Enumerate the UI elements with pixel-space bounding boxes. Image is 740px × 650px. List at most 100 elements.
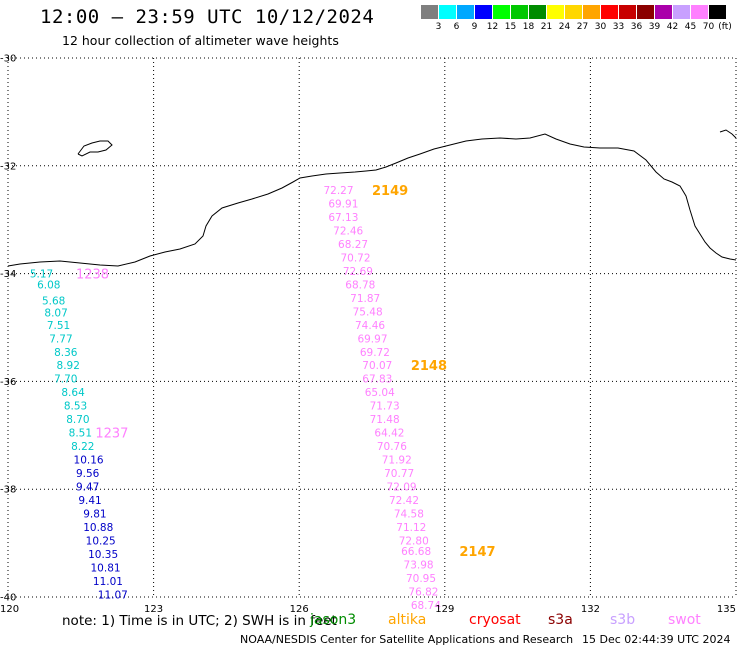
- wave-height-label: 9.56: [76, 468, 100, 480]
- wave-height-label: 75.48: [353, 306, 383, 318]
- wave-height-label: 71.12: [396, 522, 426, 534]
- wave-height-label: 76.82: [408, 587, 438, 599]
- satellite-legend-altika: altika: [388, 612, 427, 628]
- wave-height-label: 8.51: [69, 428, 92, 440]
- wave-height-label: 8.70: [66, 414, 89, 426]
- color-scale-label: 30: [594, 22, 607, 32]
- color-scale-unit: (ft): [718, 22, 732, 32]
- wave-height-label: 8.53: [64, 401, 87, 413]
- color-scale-label: 42: [666, 22, 679, 32]
- wave-height-label: 73.98: [404, 560, 434, 572]
- satellite-legend-s3a: s3a: [548, 612, 573, 628]
- grid-lines: [7, 57, 737, 598]
- wave-height-label: 71.92: [382, 455, 412, 467]
- coastline: [7, 129, 737, 267]
- wave-height-label: 70.72: [340, 252, 370, 264]
- wave-height-label: 10.25: [86, 535, 116, 547]
- wave-height-label: 8.36: [54, 347, 78, 359]
- y-tick-label: -32: [0, 161, 16, 172]
- wave-height-label: 5.17: [30, 269, 53, 281]
- y-tick-label: -36: [0, 377, 16, 388]
- pass-id-label: 1238: [76, 268, 109, 283]
- wave-height-label: 71.48: [370, 414, 400, 426]
- x-tick-label: 126: [290, 604, 309, 615]
- wave-height-label: 7.77: [49, 333, 72, 345]
- wave-height-label: 9.41: [78, 495, 101, 507]
- coastline-path: [7, 133, 737, 267]
- wave-height-label: 10.88: [83, 522, 113, 534]
- wave-height-observations: 5.176.08 5.688.077.517.77 8.368.92 7.708.64…: [30, 184, 496, 612]
- wave-height-label: 70.77: [384, 468, 414, 480]
- wave-height-label: 8.64: [61, 387, 85, 399]
- wave-height-label: 69.91: [328, 199, 358, 211]
- wave-height-label: 72.09: [387, 482, 417, 494]
- color-swatch: [511, 5, 528, 19]
- wave-height-label: 11.01: [93, 576, 123, 588]
- color-scale-label: 33: [612, 22, 625, 32]
- color-swatch: [691, 5, 708, 19]
- wave-height-label: 72.42: [389, 495, 419, 507]
- wave-height-label: 67.83: [362, 374, 392, 386]
- color-swatch: [673, 5, 690, 19]
- color-swatch: [457, 5, 474, 19]
- wave-height-label: 68.27: [338, 239, 368, 251]
- pass-id-label: 2148: [411, 359, 447, 374]
- coastline-bay: [77, 140, 113, 157]
- wave-height-label: 64.42: [374, 428, 404, 440]
- wave-height-label: 6.08: [37, 279, 60, 291]
- wave-height-label: 70.95: [406, 573, 436, 585]
- y-tick-label: -38: [0, 485, 16, 496]
- footer-timestamp: 15 Dec 02:44:39 UTC 2024: [582, 633, 731, 646]
- wave-height-label: 72.69: [343, 266, 373, 278]
- wave-height-label: 7.70: [54, 374, 77, 386]
- x-tick-label: 135: [717, 604, 736, 615]
- pass-id-label: 2149: [372, 184, 408, 199]
- color-swatch: [601, 5, 618, 19]
- coastline-east: [719, 129, 737, 139]
- wave-height-label: 66.68: [401, 546, 431, 558]
- color-scale-label: 24: [558, 22, 571, 32]
- color-scale-label: 45: [684, 22, 697, 32]
- color-scale-label: 12: [486, 22, 499, 32]
- color-swatch: [529, 5, 546, 19]
- color-swatch: [655, 5, 672, 19]
- pass-id-label: 1237: [95, 427, 128, 442]
- satellite-legend-cryosat: cryosat: [469, 612, 521, 628]
- satellite-legend-jason3: jason3: [310, 612, 357, 628]
- color-swatch: [583, 5, 600, 19]
- color-swatch: [493, 5, 510, 19]
- wave-height-label: 71.73: [370, 401, 400, 413]
- color-scale-label: 6: [453, 22, 460, 32]
- wave-height-label: 10.16: [74, 455, 104, 467]
- x-tick-label: 132: [581, 604, 600, 615]
- color-scale-label: 27: [576, 22, 589, 32]
- color-scale-label: 21: [540, 22, 553, 32]
- wave-height-label: 8.22: [71, 441, 94, 453]
- wave-height-label: 72.46: [333, 225, 363, 237]
- color-swatch: [565, 5, 582, 19]
- wave-height-label: 10.81: [91, 562, 121, 574]
- wave-height-label: 67.13: [328, 212, 358, 224]
- axis-tick-labels: 120 123 126 129 132 135 -30 -32 -34 -36 -38 -40: [0, 54, 736, 616]
- wave-height-label: 7.51: [47, 320, 70, 332]
- wave-height-label: 68.78: [345, 279, 375, 291]
- color-scale-label: 39: [648, 22, 661, 32]
- footer-credit: NOAA/NESDIS Center for Satellite Applica…: [240, 633, 574, 646]
- wave-height-label: 74.46: [355, 320, 385, 332]
- wave-height-label: 68.74: [411, 600, 441, 612]
- wave-height-label: 8.92: [57, 360, 80, 372]
- satellite-legend-swot: swot: [668, 612, 701, 628]
- satellite-legend-s3b: s3b: [610, 612, 636, 628]
- wave-height-label: 74.58: [394, 508, 424, 520]
- wave-height-label: 69.97: [357, 333, 387, 345]
- pass-id-label: 2147: [459, 545, 495, 560]
- wave-height-label: 70.07: [362, 360, 392, 372]
- color-swatch: [709, 5, 726, 19]
- y-tick-label: -40: [0, 593, 16, 604]
- wave-height-label: 72.27: [323, 185, 353, 197]
- color-scale-label: 70: [702, 22, 715, 32]
- y-tick-label: -30: [0, 54, 16, 65]
- x-tick-label: 120: [0, 604, 19, 615]
- wave-height-label: 10.35: [88, 549, 118, 561]
